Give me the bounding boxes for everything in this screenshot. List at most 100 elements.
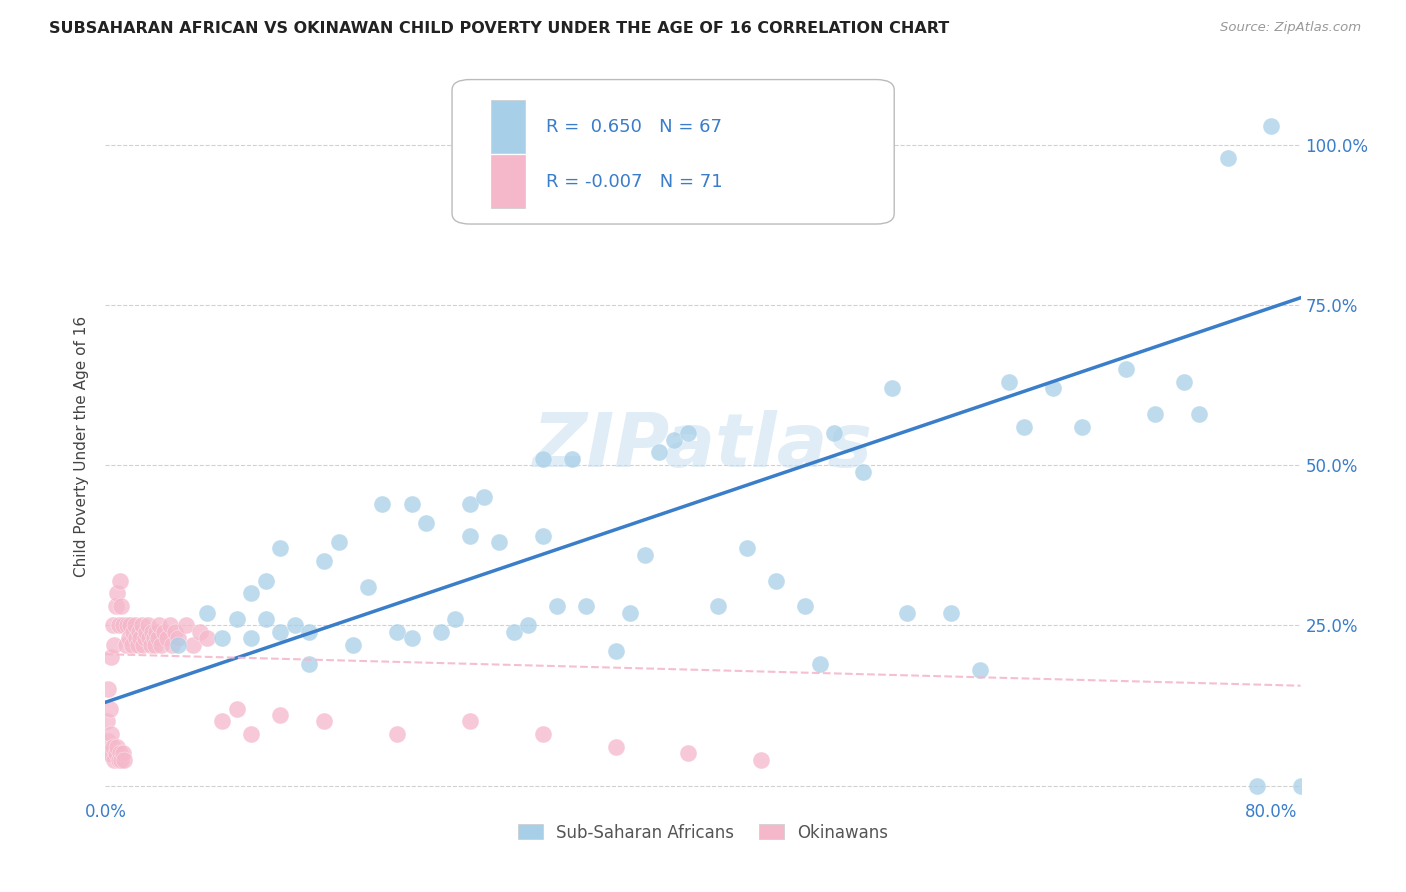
Point <box>458 497 481 511</box>
Point <box>852 465 875 479</box>
Point <box>1173 375 1195 389</box>
Point <box>357 580 380 594</box>
Point <box>167 631 190 645</box>
Point <box>254 574 277 588</box>
Point <box>167 638 190 652</box>
Point <box>312 714 335 729</box>
Point <box>1216 151 1239 165</box>
Point <box>284 618 307 632</box>
Point <box>401 631 423 645</box>
Point <box>823 426 845 441</box>
Point <box>103 753 125 767</box>
Point <box>100 650 122 665</box>
Point <box>141 624 163 639</box>
Text: R = -0.007   N = 71: R = -0.007 N = 71 <box>547 173 723 191</box>
Point <box>605 644 627 658</box>
Point <box>706 599 728 614</box>
Point <box>415 516 437 530</box>
Point <box>1260 119 1282 133</box>
Point <box>1187 407 1209 421</box>
Point <box>131 618 153 632</box>
Point <box>269 541 291 556</box>
Point <box>531 529 554 543</box>
Point <box>148 618 170 632</box>
Point <box>145 624 167 639</box>
Point <box>98 701 121 715</box>
Point <box>162 638 184 652</box>
Point <box>328 535 350 549</box>
Point <box>152 624 174 639</box>
Point <box>1347 779 1369 793</box>
Point <box>211 714 233 729</box>
Point <box>502 624 524 639</box>
Point <box>298 624 321 639</box>
Point <box>97 682 120 697</box>
Point <box>444 612 467 626</box>
Point <box>122 624 145 639</box>
Point <box>108 574 131 588</box>
Point <box>240 631 263 645</box>
Bar <box>492 155 524 208</box>
Point <box>605 740 627 755</box>
Point <box>488 535 510 549</box>
Point <box>546 599 568 614</box>
Point <box>135 624 157 639</box>
Point <box>138 631 160 645</box>
Point <box>1042 381 1064 395</box>
Point <box>125 631 148 645</box>
Point <box>312 554 335 568</box>
Point <box>254 612 277 626</box>
Point <box>100 727 122 741</box>
Point <box>165 624 187 639</box>
Point <box>108 747 131 761</box>
Point <box>96 714 118 729</box>
Point <box>896 606 918 620</box>
Point <box>749 753 772 767</box>
Point <box>159 618 181 632</box>
Text: R =  0.650   N = 67: R = 0.650 N = 67 <box>547 118 723 136</box>
Point <box>120 618 142 632</box>
Point <box>1115 362 1137 376</box>
Point <box>181 638 204 652</box>
Point <box>136 618 159 632</box>
Point <box>105 586 128 600</box>
Point <box>1289 779 1312 793</box>
Point <box>662 433 685 447</box>
Point <box>112 753 135 767</box>
Point <box>939 606 962 620</box>
Point <box>401 497 423 511</box>
Point <box>101 740 124 755</box>
Point <box>110 599 132 614</box>
Point <box>240 727 263 741</box>
Point <box>531 727 554 741</box>
Point <box>998 375 1021 389</box>
Point <box>128 624 150 639</box>
Point <box>117 618 139 632</box>
Point <box>104 599 127 614</box>
Point <box>124 618 146 632</box>
Point <box>197 606 219 620</box>
Point <box>225 612 247 626</box>
Point <box>132 638 155 652</box>
Point <box>735 541 758 556</box>
Point <box>1246 779 1268 793</box>
Point <box>385 624 408 639</box>
Point <box>240 586 263 600</box>
Point <box>110 753 132 767</box>
Point <box>104 747 127 761</box>
Point <box>808 657 831 671</box>
Point <box>765 574 787 588</box>
Point <box>269 624 291 639</box>
Point <box>458 714 481 729</box>
Point <box>105 740 128 755</box>
Point <box>97 733 120 747</box>
Point <box>107 618 129 632</box>
Point <box>1143 407 1166 421</box>
Text: Source: ZipAtlas.com: Source: ZipAtlas.com <box>1220 21 1361 34</box>
Point <box>342 638 364 652</box>
Point <box>121 638 143 652</box>
Point <box>139 638 162 652</box>
Point <box>149 638 172 652</box>
Text: SUBSAHARAN AFRICAN VS OKINAWAN CHILD POVERTY UNDER THE AGE OF 16 CORRELATION CHA: SUBSAHARAN AFRICAN VS OKINAWAN CHILD POV… <box>49 21 949 36</box>
Point <box>517 618 540 632</box>
